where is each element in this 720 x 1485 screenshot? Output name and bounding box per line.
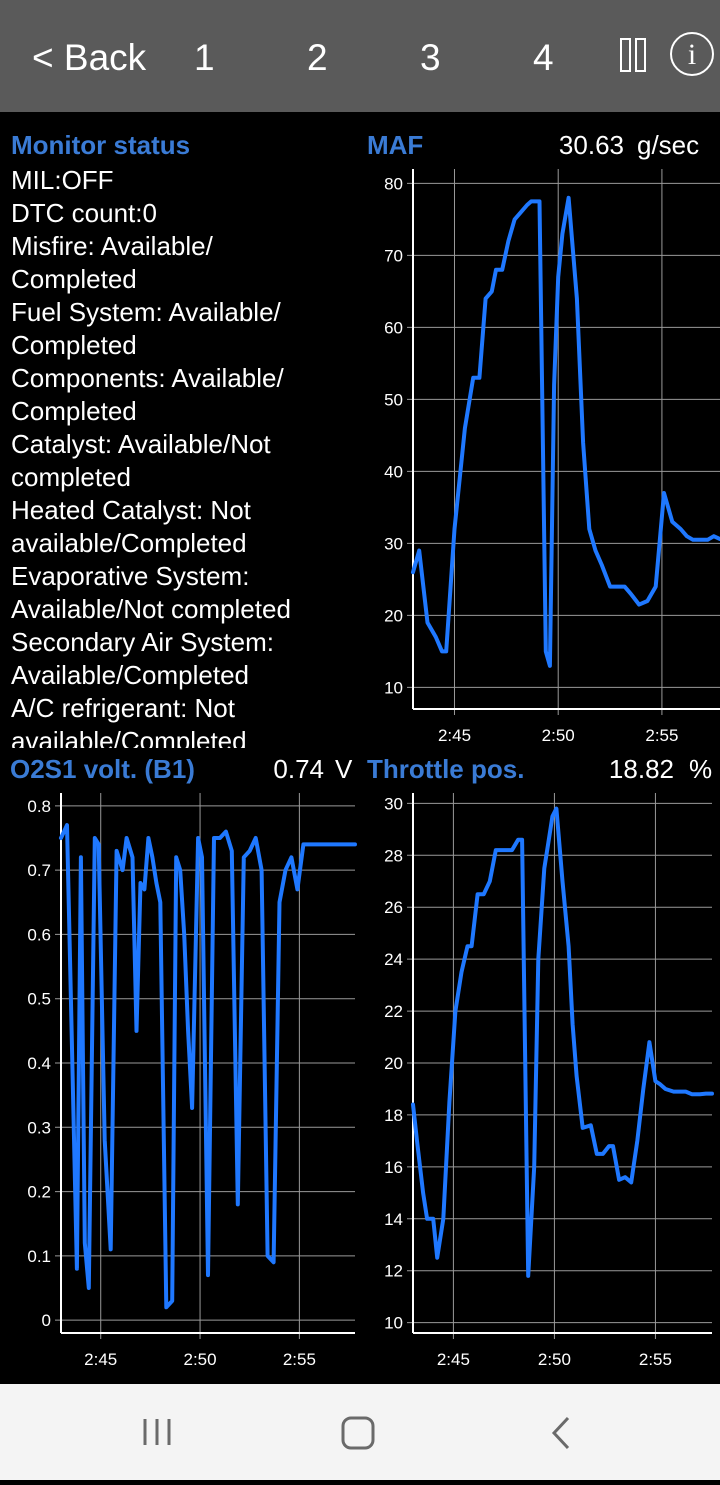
recent-apps-icon[interactable] <box>122 1384 192 1480</box>
monitor-status-line: Completed <box>11 396 137 426</box>
y-tick-label: 16 <box>384 1158 403 1177</box>
monitor-status-lines: MIL:OFF DTC count:0 Misfire: Available/Com… <box>11 164 351 748</box>
o2s1-label: O2S1 volt. (B1) <box>10 754 195 784</box>
y-tick-label: 12 <box>384 1262 403 1281</box>
pause-bar-right <box>635 38 646 72</box>
y-tick-label: 22 <box>384 1002 403 1021</box>
y-tick-label: 24 <box>384 950 403 969</box>
throttle-label: Throttle pos. <box>367 754 525 784</box>
x-tick-label: 2:50 <box>538 1350 571 1369</box>
monitor-status-line: Available/Completed <box>11 660 249 690</box>
x-tick-label: 2:55 <box>283 1350 316 1369</box>
x-tick-label: 2:45 <box>437 1350 470 1369</box>
o2s1-unit: V <box>335 754 353 784</box>
monitor-status-line: completed <box>11 462 131 492</box>
y-tick-label: 50 <box>384 390 403 409</box>
monitor-status-line: Catalyst: Available/Not <box>11 429 271 459</box>
back-icon[interactable] <box>525 1384 595 1480</box>
monitor-status-line: A/C refrigerant: Not <box>11 693 235 723</box>
x-tick-label: 2:55 <box>639 1350 672 1369</box>
top-toolbar: < Back 1 2 3 4 i <box>0 0 720 112</box>
monitor-status-line: Completed <box>11 330 137 360</box>
throttle-unit: % <box>689 754 713 784</box>
system-nav-bar <box>0 1384 720 1480</box>
monitor-status-panel: Monitor status MIL:OFF DTC count:0 Misfire… <box>11 128 351 748</box>
y-tick-label: 0.3 <box>27 1118 51 1137</box>
series-line <box>411 806 714 1278</box>
x-tick-label: 2:45 <box>438 726 471 745</box>
tab-2[interactable]: 2 <box>307 37 328 78</box>
y-tick-label: 0.8 <box>27 797 51 816</box>
monitor-status-title: Monitor status <box>11 130 191 160</box>
throttle-value: 18.82 <box>608 754 674 784</box>
y-tick-label: 20 <box>384 1054 403 1073</box>
maf-unit: g/sec <box>637 130 700 160</box>
y-tick-label: 0.7 <box>27 861 51 880</box>
y-tick-label: 80 <box>384 174 403 193</box>
series-line <box>411 195 720 668</box>
pause-bar-left <box>620 38 631 72</box>
monitor-status-line: Evaporative System: <box>11 561 250 591</box>
monitor-status-line: Fuel System: Available/ <box>11 297 281 327</box>
x-tick-label: 2:50 <box>184 1350 217 1369</box>
monitor-status-line: Components: Available/ <box>11 363 284 393</box>
y-tick-label: 10 <box>384 678 403 697</box>
y-tick-label: 60 <box>384 318 403 337</box>
maf-chart: 10 20 30 40 50 60 70 80 2:45 2:50 2:55 <box>384 169 720 745</box>
y-tick-label: 0.4 <box>27 1054 51 1073</box>
monitor-status-line: Completed <box>11 264 137 294</box>
maf-value: 30.63 <box>558 130 624 160</box>
monitor-status-line: Secondary Air System: <box>11 627 274 657</box>
monitor-status-line: available/Completed <box>11 726 247 748</box>
y-tick-label: 30 <box>384 794 403 813</box>
x-tick-label: 2:55 <box>645 726 678 745</box>
monitor-status-line: MIL:OFF <box>11 165 114 195</box>
pause-icon[interactable] <box>620 38 648 72</box>
x-tick-label: 2:45 <box>84 1350 117 1369</box>
y-tick-label: 0 <box>42 1311 51 1330</box>
tab-4[interactable]: 4 <box>533 37 554 78</box>
y-tick-label: 0.5 <box>27 990 51 1009</box>
y-tick-label: 20 <box>384 606 403 625</box>
home-icon[interactable] <box>323 1384 393 1480</box>
x-tick-label: 2:50 <box>542 726 575 745</box>
monitor-status-line: Available/Not completed <box>11 594 291 624</box>
throttle-chart: 10 12 14 16 18 20 22 24 26 28 30 2:45 2:50 2:55 <box>384 793 714 1369</box>
tab-3[interactable]: 3 <box>420 37 441 78</box>
y-tick-label: 18 <box>384 1106 403 1125</box>
y-tick-label: 30 <box>384 534 403 553</box>
monitor-status-line: Misfire: Available/ <box>11 231 213 261</box>
back-button[interactable]: < Back <box>32 37 147 78</box>
maf-label: MAF <box>367 130 424 160</box>
y-tick-label: 10 <box>384 1314 403 1333</box>
monitor-status-line: DTC count:0 <box>11 198 157 228</box>
y-tick-label: 14 <box>384 1210 403 1229</box>
series-line <box>59 823 357 1310</box>
monitor-status-line: available/Completed <box>11 528 247 558</box>
o2s1-chart: 0 0.1 0.2 0.3 0.4 0.5 0.6 0.7 0.8 2:45 2:50 2:55 <box>27 793 357 1369</box>
monitor-status-line: Heated Catalyst: Not <box>11 495 251 525</box>
info-icon[interactable]: i <box>670 32 714 76</box>
o2s1-value: 0.74 <box>273 754 324 784</box>
y-tick-label: 28 <box>384 846 403 865</box>
y-tick-label: 40 <box>384 462 403 481</box>
y-tick-label: 0.6 <box>27 925 51 944</box>
y-tick-label: 0.2 <box>27 1183 51 1202</box>
y-tick-label: 0.1 <box>27 1247 51 1266</box>
y-tick-label: 70 <box>384 246 403 265</box>
y-tick-label: 26 <box>384 898 403 917</box>
tab-1[interactable]: 1 <box>194 37 215 78</box>
